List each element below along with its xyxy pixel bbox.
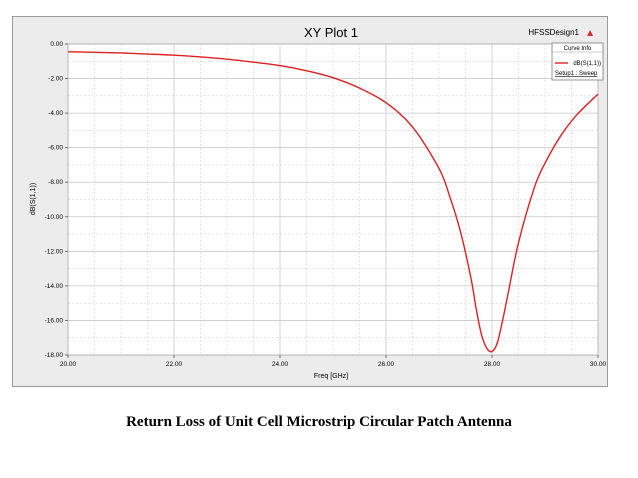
legend-curve-label: dB(S(1,1)) (573, 61, 601, 67)
x-tick-label: 30.00 (590, 361, 607, 368)
y-tick-label: -4.00 (48, 110, 63, 117)
x-tick-labels: 20.00 22.00 24.00 26.00 28.00 30.00 (60, 355, 607, 368)
y-tick-label: -16.00 (45, 317, 64, 324)
figure-caption: Return Loss of Unit Cell Microstrip Circ… (126, 414, 512, 430)
legend-setup-label: Setup1 : Sweep (555, 71, 598, 77)
design-name-label: HFSSDesign1 (528, 28, 579, 37)
hfss-logo-icon: ▲ (587, 28, 594, 37)
x-axis-label: Freq [GHz] (314, 373, 348, 380)
x-tick-label: 28.00 (484, 361, 501, 368)
x-tick-label: 24.00 (272, 361, 289, 368)
y-tick-label: -12.00 (45, 248, 64, 255)
x-tick-label: 20.00 (60, 361, 77, 368)
x-tick-label: 26.00 (378, 361, 395, 368)
y-axis-label: dB(S(1,1)) (30, 183, 37, 215)
plot-window: XY Plot 1 HFSSDesign1 ▲ 0.00 -2.00 -4.00 -6… (12, 16, 608, 387)
y-tick-labels: 0.00 -2.00 -4.00 -6.00 -8.00 -10.00 -12.00 -14.… (45, 41, 68, 359)
xy-plot-chart: XY Plot 1 HFSSDesign1 ▲ 0.00 -2.00 -4.00 -6… (30, 25, 607, 380)
y-tick-label: -8.00 (48, 179, 63, 186)
x-tick-label: 22.00 (166, 361, 183, 368)
curve-layer (67, 51, 599, 353)
y-tick-label: -10.00 (45, 214, 64, 221)
y-tick-label: -14.00 (45, 283, 64, 290)
y-tick-label: 0.00 (50, 41, 63, 48)
y-tick-label: -18.00 (45, 352, 64, 359)
y-tick-label: -2.00 (48, 76, 63, 83)
y-tick-label: -6.00 (48, 145, 63, 152)
legend-header: Curve Info (564, 46, 592, 52)
grid (67, 43, 599, 356)
series-line-dbs11 (67, 51, 599, 353)
plot-title: XY Plot 1 (304, 25, 358, 40)
legend-box[interactable]: Curve Info dB(S(1,1)) Setup1 : Sweep (551, 42, 604, 81)
